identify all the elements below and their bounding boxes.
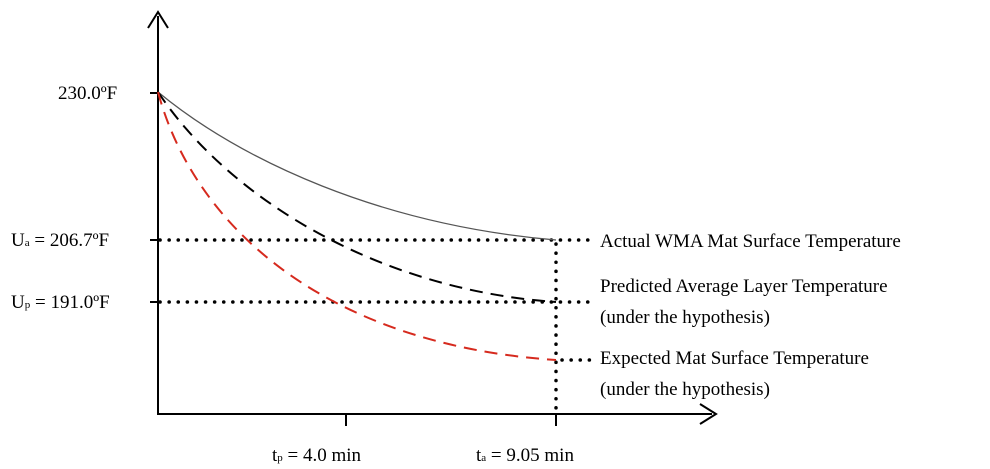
y-label-up: Up = 191.0ºF bbox=[11, 292, 110, 313]
y-label-ua-value: = 206.7ºF bbox=[30, 230, 109, 251]
y-axis-arrowhead bbox=[147, 10, 169, 29]
predicted-average-curve bbox=[157, 91, 557, 303]
x-axis-arrowhead bbox=[699, 403, 718, 425]
y-label-ua-symbol: U bbox=[11, 230, 25, 251]
y-label-ua-sub: a bbox=[25, 237, 30, 249]
annotation-actual: Actual WMA Mat Surface Temperature bbox=[600, 231, 901, 252]
y-label-top: 230.0ºF bbox=[58, 83, 117, 104]
y-label-ua: Ua = 206.7ºF bbox=[11, 230, 109, 251]
x-label-tp: tp = 4.0 min bbox=[272, 445, 362, 466]
x-label-tp-symbol: t bbox=[272, 445, 278, 466]
x-label-tp-sub: p bbox=[277, 452, 283, 464]
annotation-expected-line1: Expected Mat Surface Temperature bbox=[600, 348, 869, 369]
x-label-ta: ta = 9.05 min bbox=[476, 445, 574, 466]
x-label-ta-symbol: t bbox=[476, 445, 482, 466]
actual-surface-curve bbox=[157, 91, 557, 241]
x-label-ta-value: = 9.05 min bbox=[486, 445, 574, 466]
y-label-up-sub: p bbox=[25, 299, 31, 311]
annotation-predicted-line2: (under the hypothesis) bbox=[600, 307, 770, 328]
x-label-ta-sub: a bbox=[481, 452, 486, 464]
x-label-tp-value: = 4.0 min bbox=[283, 445, 362, 466]
annotation-predicted-line1: Predicted Average Layer Temperature bbox=[600, 276, 888, 297]
annotation-expected-line2: (under the hypothesis) bbox=[600, 379, 770, 400]
y-label-up-symbol: U bbox=[11, 292, 25, 313]
y-label-up-value: = 191.0ºF bbox=[30, 292, 109, 313]
expected-surface-curve bbox=[157, 91, 557, 361]
